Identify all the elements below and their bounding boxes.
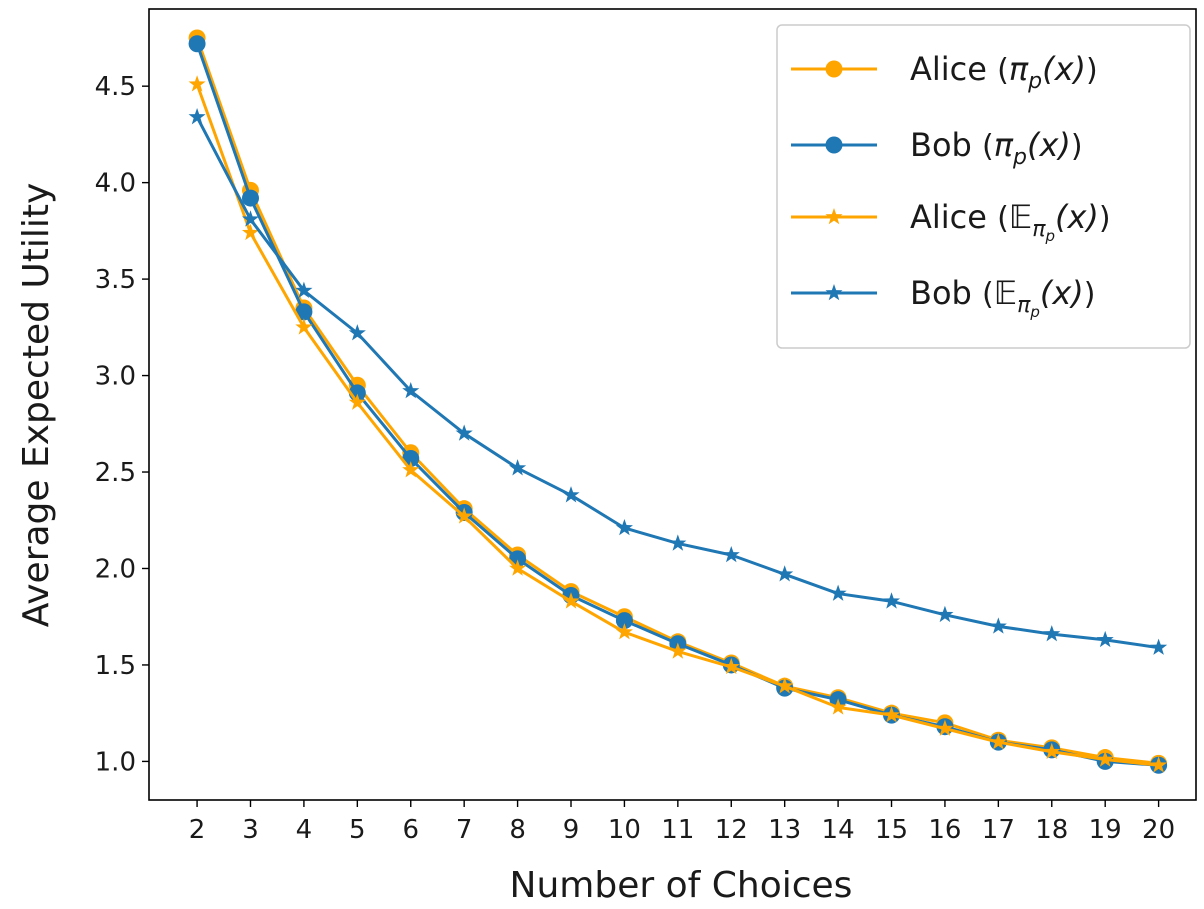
x-axis-label: Number of Choices [510,865,853,906]
y-tick-label: 3.5 [95,265,136,295]
data-point-star [241,223,260,241]
y-tick-label: 1.0 [95,747,136,777]
y-tick-label: 4.5 [95,72,136,102]
x-tick-label: 17 [982,815,1015,845]
data-point-star [562,592,580,609]
data-point-star [402,382,420,399]
y-tick-label: 2.5 [95,458,136,488]
data-point-circle [295,303,313,321]
x-tick-label: 14 [822,815,855,845]
data-point-star [669,642,687,659]
data-point-star [1150,756,1168,773]
legend-label: Alice (𝔼πp(x)) [910,198,1111,245]
data-point-star [829,698,847,715]
x-tick-label: 15 [875,815,908,845]
data-point-star [615,623,633,640]
y-tick-label: 2.0 [95,554,136,584]
x-tick-label: 19 [1089,815,1122,845]
data-point-star [509,559,527,576]
legend-entry: Alice (πp(x)) [791,50,1098,94]
legend-marker-circle [825,136,843,154]
x-tick-label: 13 [768,815,801,845]
data-point-star [455,507,473,524]
series-3 [188,75,1168,773]
x-tick-label: 4 [296,815,313,845]
data-point-star [348,324,366,341]
data-point-star [722,545,740,563]
y-axis-label: Average Expected Utility [16,183,57,628]
data-point-star [882,592,901,609]
data-point-star [615,518,633,536]
data-point-star [1043,742,1061,760]
x-tick-label: 11 [661,815,694,845]
legend-label: Bob (πp(x)) [910,126,1083,170]
legend-label: Bob (𝔼πp(x)) [910,274,1095,321]
x-tick-label: 2 [189,815,206,845]
series-layer [188,29,1168,774]
x-tick-label: 8 [509,815,526,845]
legend-entry: Bob (πp(x)) [791,126,1083,170]
data-point-star [722,657,740,675]
data-point-star [188,75,206,92]
data-point-star [776,677,794,694]
x-tick-label: 10 [608,815,641,845]
data-point-star [188,108,206,125]
x-tick-label: 12 [715,815,748,845]
data-point-star [1150,638,1168,655]
legend: Alice (πp(x)) Bob (πp(x)) Alice (𝔼πp(x)) Bo… [776,24,1191,349]
data-point-star [1096,630,1114,648]
data-point-star [562,486,580,503]
data-point-star [295,318,313,335]
x-tick-label: 3 [242,815,259,845]
legend-marker-circle [825,60,843,78]
legend-frame [776,24,1191,349]
series-4 [188,108,1168,655]
data-point-star [669,534,687,551]
legend-entry: Alice (𝔼πp(x)) [791,198,1111,245]
y-tick-label: 1.5 [95,651,136,681]
data-point-star [509,459,527,476]
data-point-star [402,461,420,478]
x-tick-label: 7 [456,815,473,845]
data-point-star [348,393,366,410]
x-axis: 2 3 4 5 6 7 8 9 10 11 12 13 14 15 16 17 18 19 20 [189,800,1175,845]
data-point-star [936,605,954,623]
x-tick-label: 18 [1035,815,1068,845]
y-axis: 1.0 1.5 2.0 2.5 3.0 3.5 4.0 4.5 [95,72,149,777]
x-tick-label: 6 [402,815,419,845]
x-tick-label: 5 [349,815,366,845]
data-point-star [936,719,954,736]
data-point-star [829,584,847,601]
data-point-star [241,210,260,227]
y-tick-label: 4.0 [95,169,136,199]
legend-marker-star [825,208,843,225]
data-point-star [989,733,1007,750]
legend-entry: Bob (𝔼πp(x)) [791,274,1095,321]
data-point-circle [615,612,633,630]
legend-label: Alice (πp(x)) [910,50,1098,94]
y-tick-label: 3.0 [95,362,136,392]
data-point-star [1043,625,1061,642]
data-point-circle [241,189,259,207]
data-point-star [295,281,313,298]
data-point-star [882,706,901,723]
data-point-star [1096,750,1114,767]
x-tick-label: 9 [563,815,580,845]
data-point-star [455,424,473,441]
data-point-star [989,617,1007,634]
data-point-circle [188,35,206,53]
x-tick-label: 16 [928,815,961,845]
data-point-star [776,565,794,582]
legend-marker-star [825,284,843,301]
x-tick-label: 20 [1142,815,1175,845]
